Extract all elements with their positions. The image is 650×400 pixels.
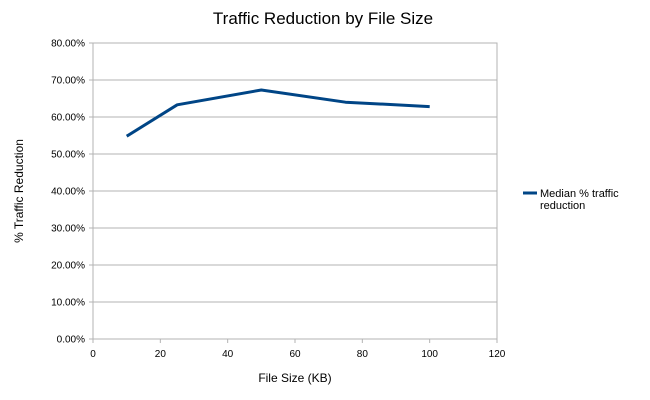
x-tick-label: 80 — [357, 349, 369, 360]
y-tick-label: 50.00% — [51, 150, 85, 161]
y-tick-label: 0.00% — [57, 335, 85, 346]
legend-label-line-2: reduction — [540, 200, 585, 212]
legend-label-line-1: Median % traffic — [540, 188, 619, 200]
x-tick-label: 20 — [155, 349, 167, 360]
x-tick-label: 0 — [90, 349, 96, 360]
y-tick-label: 30.00% — [51, 224, 85, 235]
x-tick-label: 60 — [289, 349, 301, 360]
x-tick-label: 100 — [421, 349, 438, 360]
y-axis: 0.00% 10.00% 20.00% 30.00% 40.00% 50.00% 60.00… — [51, 39, 93, 346]
y-tick-label: 40.00% — [51, 187, 85, 198]
legend: Median % traffic reduction — [523, 188, 619, 212]
x-axis-label: File Size (KB) — [258, 371, 331, 385]
chart-title: Traffic Reduction by File Size — [213, 9, 433, 28]
y-tick-label: 10.00% — [51, 298, 85, 309]
series-line — [125, 88, 430, 138]
y-tick-label: 70.00% — [51, 76, 85, 87]
x-tick-label: 40 — [222, 349, 234, 360]
y-axis-label: % Traffic Reduction — [12, 139, 26, 243]
x-axis: 0 20 40 60 80 100 120 — [90, 339, 506, 360]
y-tick-label: 20.00% — [51, 261, 85, 272]
grid — [93, 42, 497, 340]
y-tick-label: 80.00% — [51, 39, 85, 50]
x-tick-label: 120 — [489, 349, 506, 360]
y-tick-label: 60.00% — [51, 113, 85, 124]
series — [125, 88, 430, 138]
